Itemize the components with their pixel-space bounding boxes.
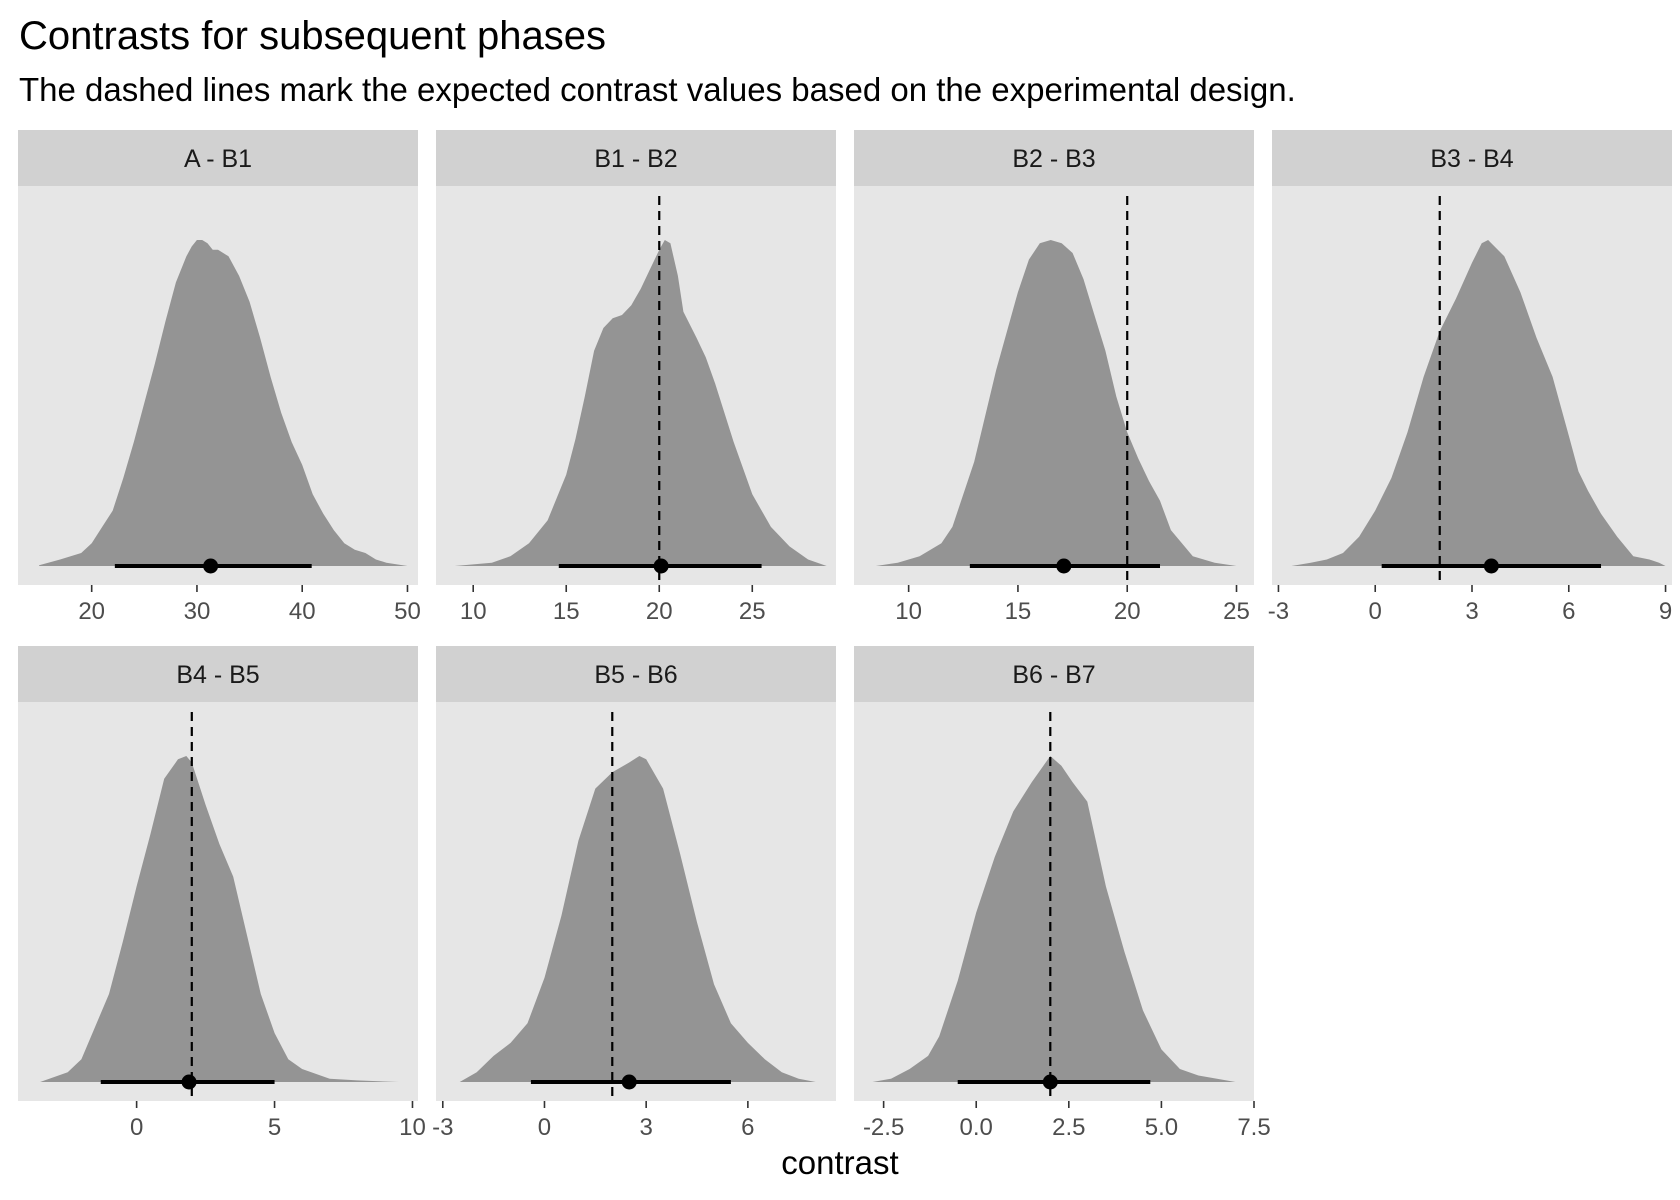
chart-subtitle: The dashed lines mark the expected contr… (19, 71, 1296, 108)
facet-strip-label: A - B1 (184, 145, 252, 173)
x-tick-label: 50 (394, 598, 421, 625)
point-estimate (1483, 558, 1499, 574)
density-area (39, 240, 408, 566)
x-axis-label: contrast (781, 1144, 899, 1181)
facet-panel: B6 - B7 -2.5 0.0 2.5 5.0 7.5 (854, 646, 1271, 1141)
facet-strip-label: B5 - B6 (594, 661, 677, 689)
point-estimate (653, 558, 669, 574)
x-tick-label: 0 (538, 1114, 551, 1141)
facet-strip-label: B4 - B5 (176, 661, 259, 689)
point-estimate (181, 1074, 197, 1090)
x-tick-label: 15 (1005, 598, 1032, 625)
density-area (40, 756, 399, 1082)
point-estimate (203, 558, 219, 574)
facet-strip-label: B3 - B4 (1430, 145, 1513, 173)
x-tick-label: 10 (399, 1114, 426, 1141)
facet-panel: B5 - B6 -3 0 3 6 (432, 646, 836, 1141)
x-tick-label: 0 (1369, 598, 1382, 625)
x-tick-label: 6 (741, 1114, 754, 1141)
x-tick-label: 9 (1659, 598, 1672, 625)
x-tick-label: 0 (130, 1114, 143, 1141)
x-tick-label: 5 (268, 1114, 281, 1141)
facet-strip (436, 646, 836, 702)
density-area (459, 756, 816, 1082)
x-tick-label: 3 (639, 1114, 652, 1141)
x-tick-label: 5.0 (1145, 1114, 1178, 1141)
density-area (872, 756, 1236, 1082)
point-estimate (1042, 1074, 1058, 1090)
x-tick-label: 20 (646, 598, 673, 625)
x-tick-label: 0.0 (960, 1114, 993, 1141)
density-area (875, 240, 1237, 566)
x-tick-label: 25 (739, 598, 766, 625)
x-tick-label: -3 (1268, 598, 1289, 625)
x-tick-label: 40 (289, 598, 316, 625)
facet-panel: B2 - B3 10 15 20 25 (854, 130, 1254, 625)
x-tick-label: 20 (78, 598, 105, 625)
point-estimate (621, 1074, 637, 1090)
x-tick-label: 6 (1562, 598, 1575, 625)
x-tick-label: 2.5 (1052, 1114, 1085, 1141)
facet-strip-label: B6 - B7 (1012, 661, 1095, 689)
facet-strip (854, 646, 1254, 702)
facet-strip-label: B2 - B3 (1012, 145, 1095, 173)
facet-panel: B1 - B2 10 15 20 25 (436, 130, 836, 625)
facet-panel: A - B1 20 30 40 50 (18, 130, 421, 625)
chart-title: Contrasts for subsequent phases (19, 14, 607, 58)
x-tick-label: -2.5 (863, 1114, 904, 1141)
x-tick-label: 30 (184, 598, 211, 625)
x-tick-label: -3 (432, 1114, 453, 1141)
density-area (454, 240, 827, 566)
facet-strip-label: B1 - B2 (594, 145, 677, 173)
facet-panel: B3 - B4 -3 0 3 6 9 (1268, 130, 1672, 625)
x-tick-label: 25 (1223, 598, 1250, 625)
point-estimate (1056, 558, 1072, 574)
x-tick-label: 20 (1114, 598, 1141, 625)
x-tick-label: 15 (553, 598, 580, 625)
facet-strip (1272, 130, 1672, 186)
facet-strip (436, 130, 836, 186)
facet-strip (854, 130, 1254, 186)
facet-strip (18, 646, 418, 702)
density-area (1291, 240, 1666, 566)
x-tick-label: 10 (460, 598, 487, 625)
facet-strip (18, 130, 418, 186)
x-tick-label: 10 (895, 598, 922, 625)
facet-panel: B4 - B5 0 5 10 (18, 646, 426, 1141)
x-tick-label: 7.5 (1237, 1114, 1270, 1141)
x-tick-label: 3 (1465, 598, 1478, 625)
